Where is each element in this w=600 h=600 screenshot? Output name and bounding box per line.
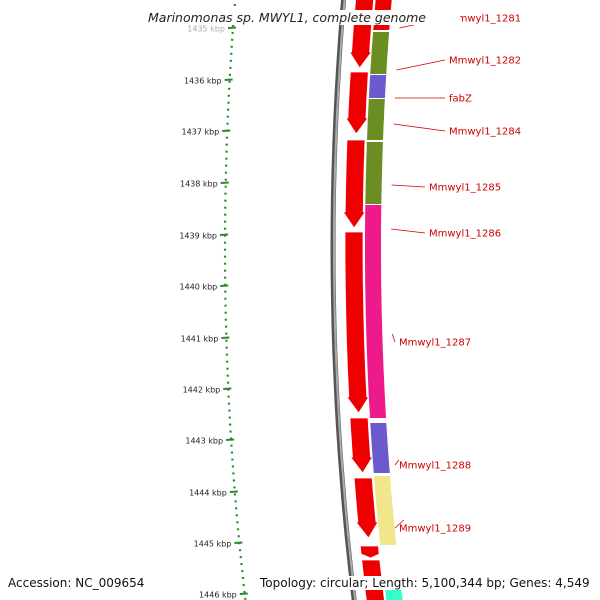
cds-arrow — [345, 71, 369, 135]
gene-label: Mmwyl1_1282 — [449, 56, 521, 67]
ruler-tick — [223, 387, 232, 390]
gene-label: Mmwyl1_1285 — [429, 183, 501, 194]
ruler-tick — [224, 78, 233, 81]
ruler-tick — [220, 181, 229, 184]
ruler-label: 1438 kbp — [180, 180, 218, 189]
ruler-tick — [229, 490, 238, 493]
cog-segment — [368, 75, 387, 98]
gene-label: Mmwyl1_1289 — [399, 524, 471, 535]
cds-arrow — [349, 417, 374, 474]
cog-segment — [385, 590, 403, 600]
ruler-label: 1442 kbp — [183, 386, 221, 395]
gene-leader-line — [394, 519, 405, 529]
gene-label: Mmwyl1_1287 — [399, 338, 471, 349]
cds-arrow — [342, 139, 366, 229]
cds-track — [342, 0, 385, 600]
ruler-label: 1435 kbp — [187, 25, 225, 34]
ruler-tick — [222, 129, 231, 132]
gene-leader-line — [394, 459, 400, 466]
gene-labels: Mmwyl1_1281 Mmwyl1_1282 fabZ Mmwyl1_1284 Mmw… — [391, 14, 521, 535]
topology-text: Topology: circular; Length: 5,100,344 bp… — [260, 576, 590, 590]
gene-label: Mmwyl1_1284 — [449, 127, 521, 138]
ruler-label: 1440 kbp — [180, 283, 218, 292]
backbone-highlight — [332, 0, 357, 600]
cds-arrow — [358, 545, 382, 559]
ruler-label: 1439 kbp — [179, 232, 217, 241]
ruler-tick — [234, 541, 243, 544]
gene-label: Mmwyl1_1281 — [449, 14, 521, 25]
ruler-tick — [221, 336, 230, 339]
cog-segment — [365, 142, 383, 204]
ruler-tick — [239, 592, 248, 595]
gene-leader-line — [391, 333, 396, 343]
cog-segment — [365, 205, 386, 418]
gene-label: Mmwyl1_1286 — [429, 229, 501, 240]
gene-label: Mmwyl1_1288 — [399, 461, 471, 472]
gene-leader-line — [391, 184, 426, 188]
gene-leader-line — [391, 228, 426, 234]
cds-arrow — [353, 477, 379, 539]
cog-segment — [374, 476, 397, 545]
ruler-label: 1436 kbp — [184, 77, 222, 86]
ruler-tick — [219, 233, 229, 236]
ruler-tick — [220, 284, 229, 287]
accession-text: Accession: NC_009654 — [8, 576, 145, 590]
ruler: 1435 kbp 1436 kbp 1437 kbp 1438 kbp 1439 kbp… — [179, 0, 248, 600]
cog-segment — [370, 423, 390, 473]
gene-leader-line — [396, 59, 446, 71]
ruler-label: 1437 kbp — [182, 128, 220, 137]
ruler-label: 1441 kbp — [181, 335, 219, 344]
ruler-tick — [226, 438, 235, 441]
cog-segment — [370, 32, 390, 74]
ruler-tick — [227, 26, 237, 29]
ruler-dotted-line — [223, 0, 247, 600]
backbone — [330, 0, 357, 600]
ruler-label: 1443 kbp — [185, 437, 223, 446]
map-title: Marinomonas sp. MWYL1, complete genome — [148, 10, 460, 25]
gene-label: fabZ — [449, 94, 472, 105]
cds-arrow — [344, 231, 370, 414]
ruler-label: 1446 kbp — [199, 591, 237, 600]
ruler-label: 1444 kbp — [189, 489, 227, 498]
ruler-label: 1445 kbp — [194, 540, 232, 549]
gene-leader-line — [393, 123, 446, 132]
cog-segment — [367, 99, 385, 140]
